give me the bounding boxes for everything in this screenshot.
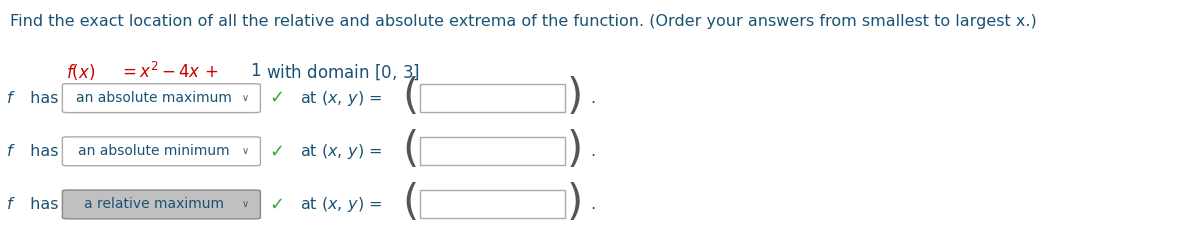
FancyBboxPatch shape [420, 137, 565, 165]
Text: $f(x)$: $f(x)$ [66, 62, 95, 82]
Text: .: . [590, 144, 595, 159]
FancyBboxPatch shape [62, 190, 260, 219]
Text: at $(x,\,y)$ =: at $(x,\,y)$ = [300, 89, 383, 108]
Text: $f$: $f$ [6, 196, 16, 213]
Text: (: ( [402, 182, 419, 224]
Text: ∨: ∨ [241, 146, 248, 156]
Text: $f$: $f$ [6, 143, 16, 159]
Text: a relative maximum: a relative maximum [84, 198, 224, 211]
Text: an absolute minimum: an absolute minimum [78, 144, 229, 158]
Text: ∨: ∨ [241, 93, 248, 103]
FancyBboxPatch shape [62, 137, 260, 166]
FancyBboxPatch shape [62, 84, 260, 113]
Text: ✓: ✓ [269, 142, 284, 160]
Text: at $(x,\,y)$ =: at $(x,\,y)$ = [300, 142, 383, 161]
Text: an absolute maximum: an absolute maximum [76, 91, 232, 105]
Text: with domain $[0,\,3]$: with domain $[0,\,3]$ [266, 62, 420, 82]
Text: ): ) [566, 182, 583, 224]
FancyBboxPatch shape [420, 84, 565, 112]
Text: has: has [25, 144, 59, 159]
Text: at $(x,\,y)$ =: at $(x,\,y)$ = [300, 195, 383, 214]
Text: ): ) [566, 129, 583, 171]
Text: (: ( [402, 76, 419, 118]
Text: .: . [590, 91, 595, 106]
Text: has: has [25, 91, 59, 106]
Text: $1$: $1$ [250, 62, 260, 80]
FancyBboxPatch shape [420, 190, 565, 219]
Text: .: . [590, 197, 595, 212]
Text: $= x^2 - 4x\,+$: $= x^2 - 4x\,+$ [119, 62, 218, 82]
Text: ✓: ✓ [269, 89, 284, 107]
Text: Find the exact location of all the relative and absolute extrema of the function: Find the exact location of all the relat… [10, 14, 1037, 29]
Text: has: has [25, 197, 59, 212]
Text: ∨: ∨ [241, 199, 248, 210]
Text: ): ) [566, 76, 583, 118]
Text: ✓: ✓ [269, 195, 284, 213]
Text: $f$: $f$ [6, 90, 16, 106]
Text: (: ( [402, 129, 419, 171]
